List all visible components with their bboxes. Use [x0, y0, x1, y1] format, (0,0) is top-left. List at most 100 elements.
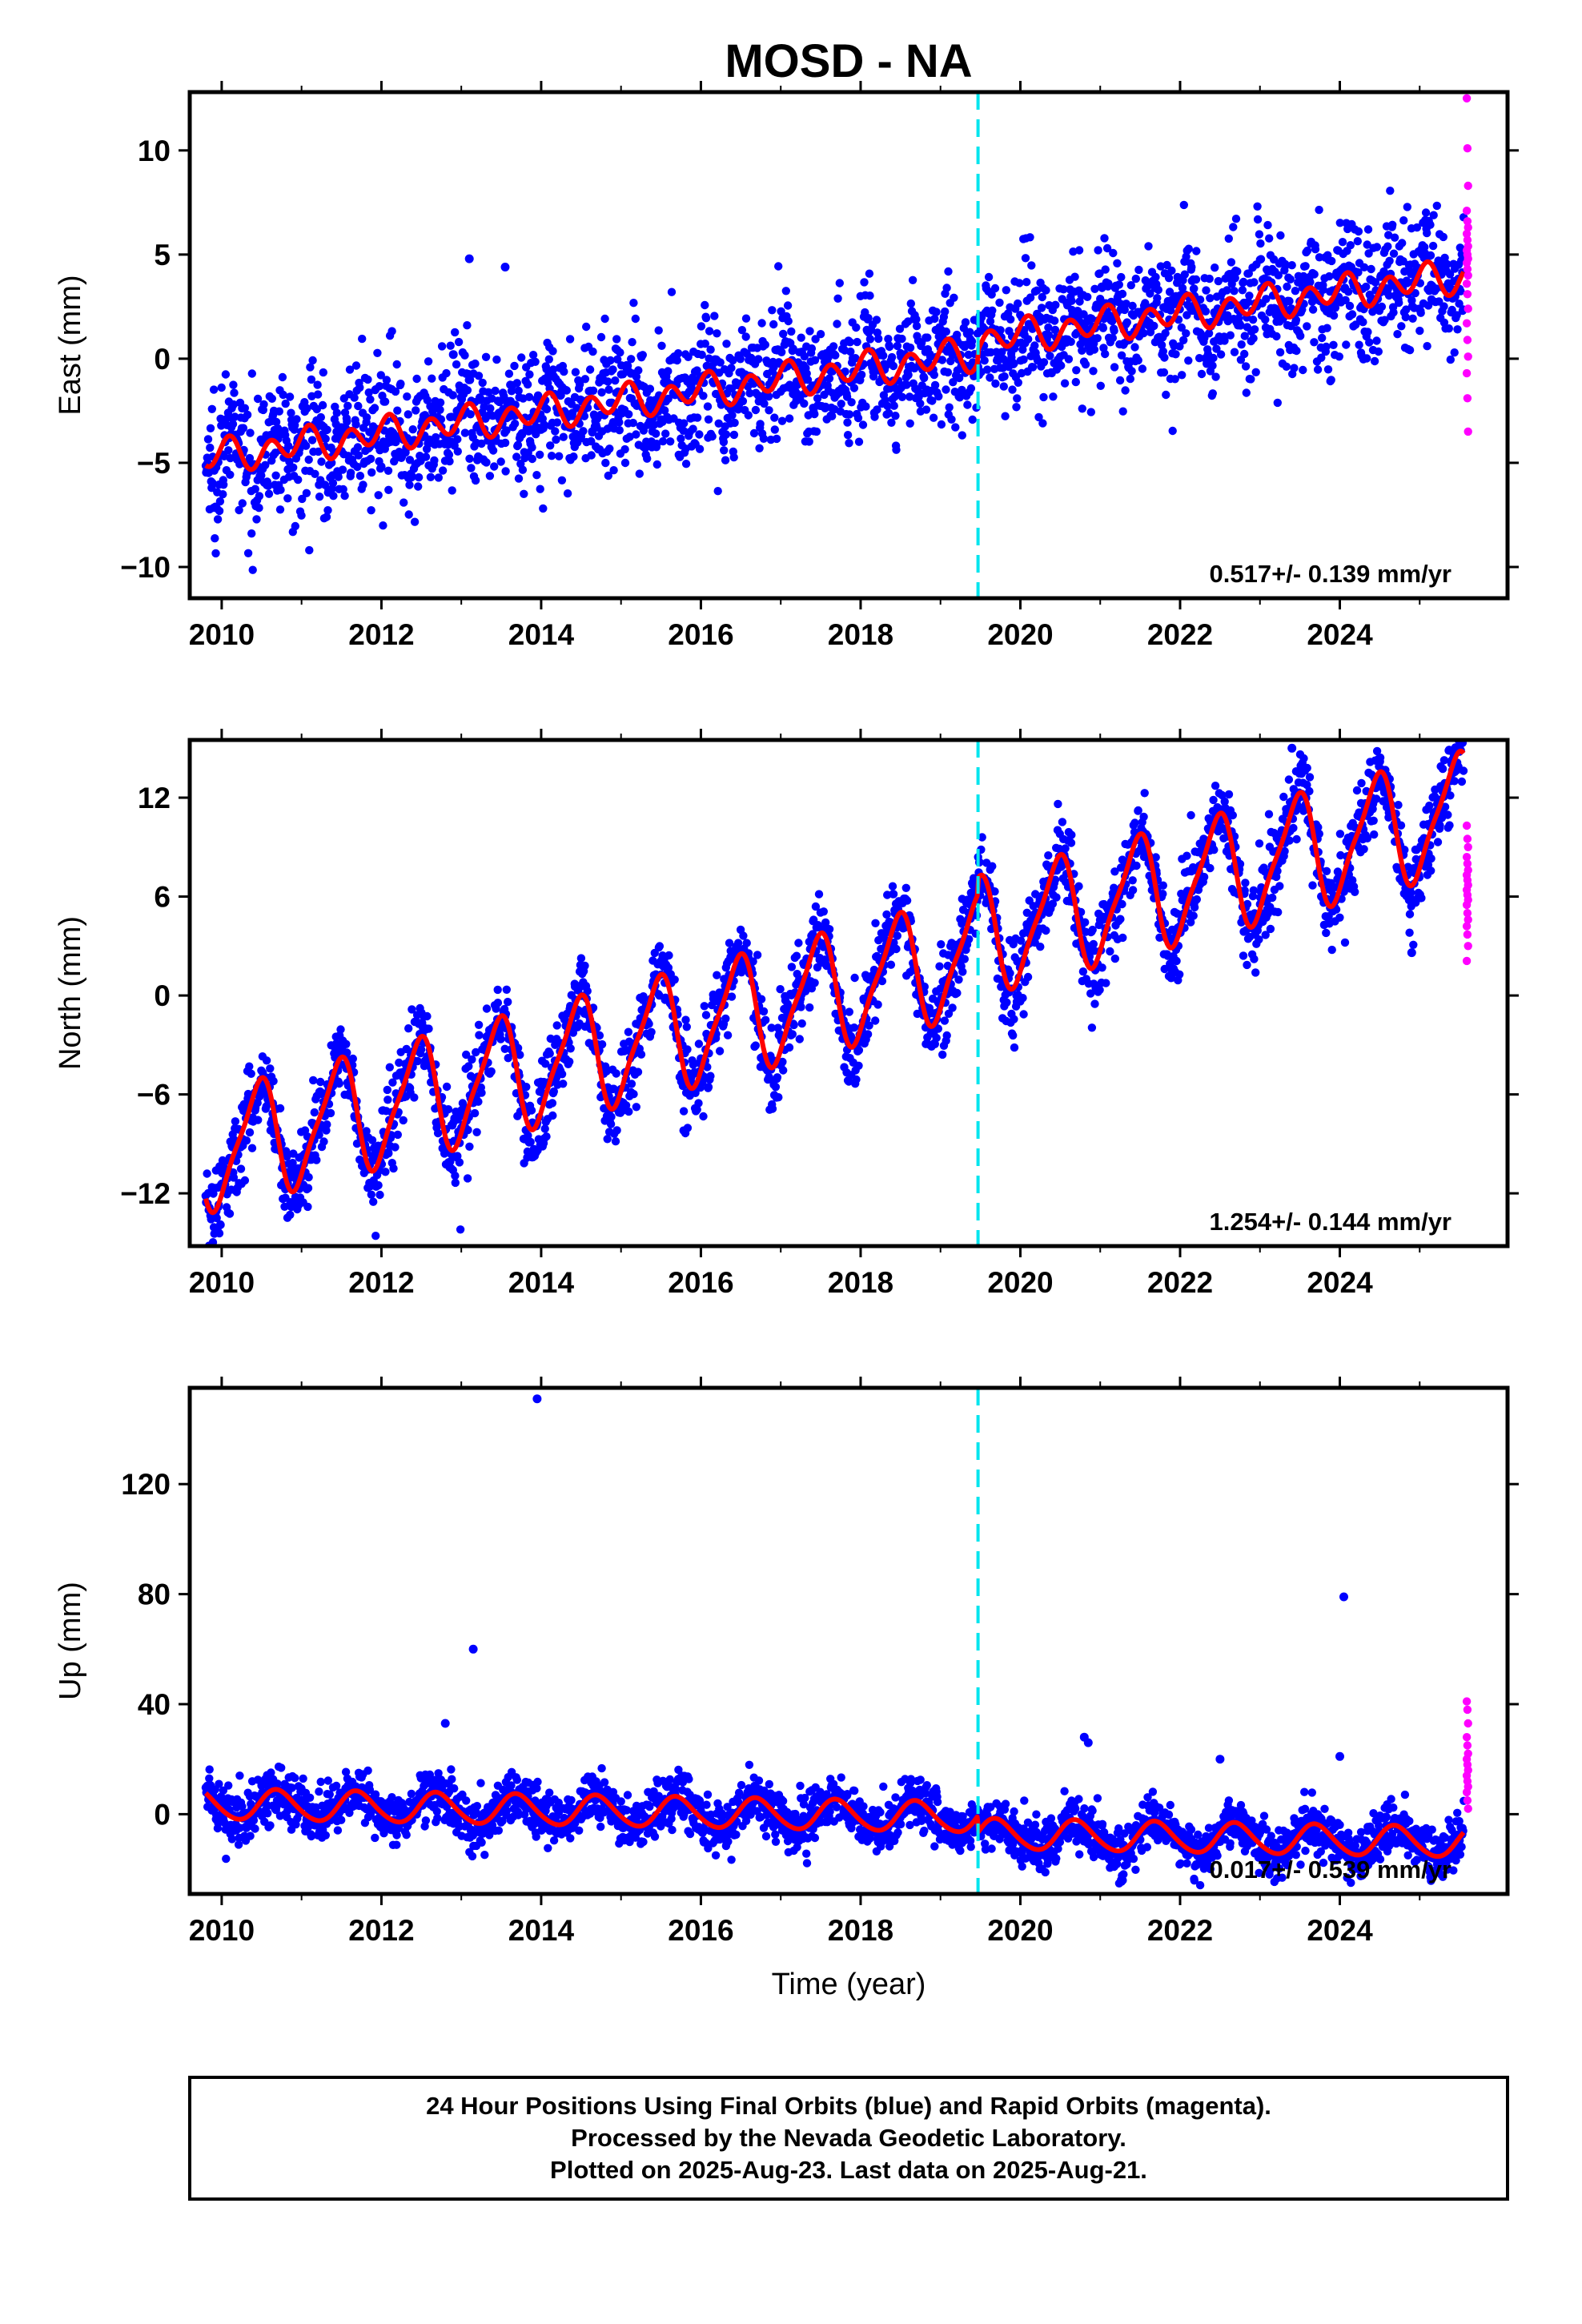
north-plot-area — [201, 740, 1472, 1246]
final-orbit-point — [807, 344, 817, 353]
final-orbit-point — [444, 450, 454, 460]
final-orbit-point — [334, 472, 343, 481]
final-orbit-point — [789, 344, 797, 353]
final-orbit-point — [1303, 246, 1312, 255]
final-orbit-point — [640, 444, 649, 452]
final-orbit-point — [684, 352, 693, 361]
final-orbit-point — [825, 374, 834, 383]
final-orbit-point — [217, 383, 226, 392]
final-orbit-point — [757, 319, 766, 328]
final-orbit-point — [1098, 324, 1108, 332]
final-orbit-outlier-point — [500, 263, 510, 271]
final-orbit-point — [434, 473, 443, 482]
final-orbit-point — [1044, 331, 1054, 340]
final-orbit-point — [281, 399, 290, 408]
final-orbit-point — [1445, 270, 1455, 279]
final-orbit-point — [715, 1047, 725, 1055]
final-orbit-point — [720, 446, 729, 455]
final-orbit-point — [219, 490, 227, 499]
final-orbit-point — [323, 506, 332, 515]
final-orbit-point — [1423, 228, 1431, 238]
final-orbit-point — [755, 444, 764, 452]
final-orbit-point — [958, 431, 967, 440]
final-orbit-point — [209, 385, 219, 394]
final-orbit-point — [1329, 340, 1338, 349]
final-orbit-point — [1250, 278, 1259, 287]
final-orbit-point — [402, 1044, 411, 1054]
final-orbit-point — [303, 1202, 312, 1212]
final-orbit-point — [207, 404, 216, 413]
final-orbit-point — [430, 456, 439, 465]
final-orbit-point — [654, 326, 663, 335]
final-orbit-point — [369, 1197, 378, 1206]
final-orbit-point — [1132, 861, 1141, 870]
final-orbit-point — [1067, 296, 1076, 305]
final-orbit-point — [887, 352, 897, 362]
final-orbit-point — [1353, 237, 1363, 246]
final-orbit-point — [635, 469, 644, 478]
final-orbit-point — [737, 326, 747, 335]
final-orbit-point — [1273, 398, 1283, 408]
final-orbit-point — [248, 565, 257, 574]
final-orbit-point — [1388, 220, 1397, 229]
final-orbit-point — [1199, 872, 1209, 882]
final-orbit-point — [744, 411, 753, 420]
final-orbit-point — [1291, 287, 1300, 296]
final-orbit-point — [1104, 279, 1113, 288]
final-orbit-point — [528, 454, 536, 464]
final-orbit-point — [297, 511, 306, 520]
final-orbit-point — [942, 385, 950, 394]
final-orbit-point — [1363, 328, 1372, 336]
final-orbit-point — [477, 1088, 486, 1097]
final-orbit-point — [1344, 287, 1353, 296]
final-orbit-point — [1233, 267, 1242, 276]
final-orbit-point — [1130, 818, 1139, 827]
final-orbit-point — [704, 1083, 713, 1092]
final-orbit-point — [412, 406, 420, 415]
final-orbit-point — [1206, 294, 1215, 303]
final-orbit-point — [1204, 329, 1214, 338]
final-orbit-point — [1060, 379, 1070, 388]
final-orbit-point — [524, 392, 534, 401]
final-orbit-point — [1150, 321, 1158, 331]
final-orbit-point — [236, 1164, 246, 1173]
final-orbit-point — [1128, 886, 1138, 895]
final-orbit-point — [339, 485, 347, 494]
final-orbit-point — [463, 386, 472, 395]
final-orbit-point — [1037, 304, 1046, 312]
final-orbit-point — [1195, 296, 1205, 304]
rapid-orbit-point — [1463, 290, 1472, 299]
final-orbit-point — [1095, 985, 1104, 995]
final-orbit-point — [729, 356, 737, 365]
final-orbit-point — [533, 391, 543, 400]
final-orbit-point — [661, 429, 670, 438]
final-orbit-point — [785, 1043, 794, 1052]
final-orbit-point — [1010, 359, 1018, 368]
final-orbit-point — [366, 395, 375, 404]
final-orbit-point — [710, 312, 719, 320]
final-orbit-point — [1138, 364, 1147, 373]
final-orbit-point — [1253, 215, 1263, 224]
final-orbit-point — [1057, 361, 1066, 370]
final-orbit-point — [1405, 346, 1415, 355]
final-orbit-point — [1139, 812, 1148, 822]
final-orbit-point — [1126, 374, 1135, 384]
final-orbit-point — [502, 426, 511, 435]
final-orbit-point — [1015, 279, 1024, 287]
final-orbit-point — [1178, 371, 1186, 380]
final-orbit-point — [1144, 242, 1153, 251]
east-rapid-orbit-points — [1462, 94, 1472, 436]
final-orbit-point — [906, 299, 916, 308]
final-orbit-point — [999, 382, 1009, 391]
final-orbit-point — [779, 1066, 788, 1075]
final-orbit-point — [1403, 279, 1411, 287]
final-orbit-point — [627, 355, 636, 364]
final-orbit-point — [884, 335, 893, 344]
final-orbit-point — [779, 329, 788, 339]
final-orbit-point — [1372, 336, 1381, 345]
final-orbit-point — [1354, 227, 1363, 236]
final-orbit-point — [1021, 254, 1030, 263]
final-orbit-point — [706, 345, 715, 354]
final-orbit-point — [504, 997, 512, 1007]
final-orbit-point — [442, 368, 451, 378]
